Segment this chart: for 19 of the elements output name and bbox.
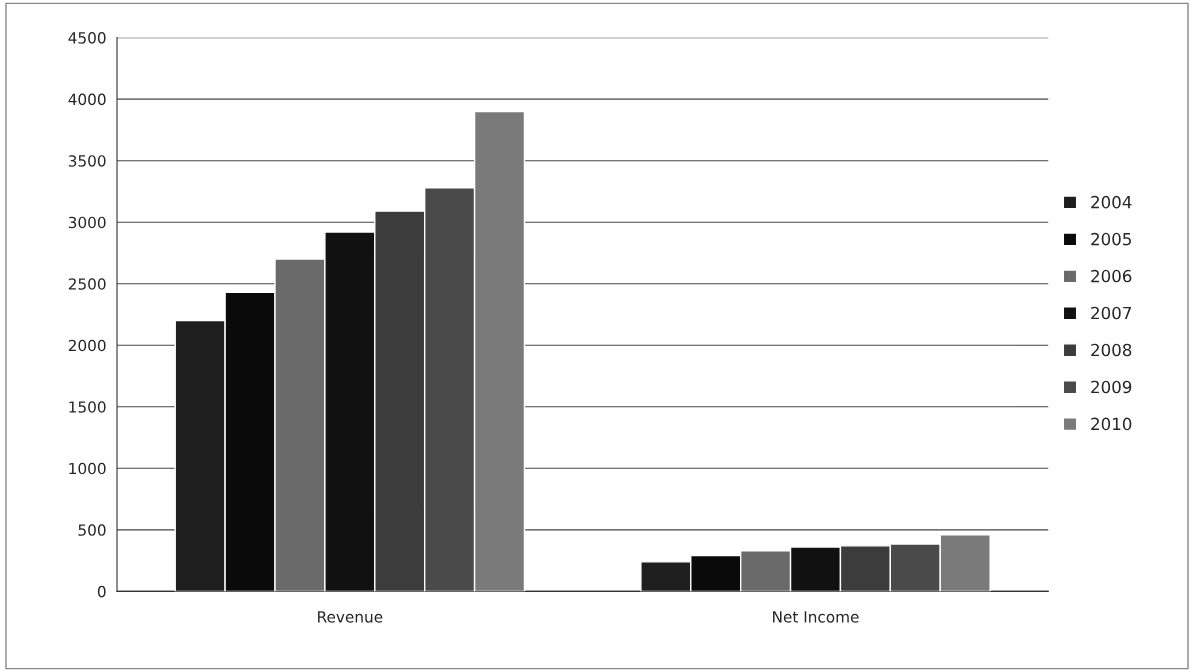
legend-label: 2009: [1091, 380, 1132, 394]
legend-label: 2008: [1091, 343, 1132, 357]
legend-label: 2007: [1091, 306, 1131, 320]
x-tick-label: Revenue: [318, 611, 383, 623]
legend-label: 2005: [1091, 232, 1131, 246]
y-tick-label: 500: [78, 524, 106, 536]
y-tick-label: 2500: [68, 278, 106, 290]
y-tick-label: 0: [97, 585, 106, 598]
y-tick-label: 2000: [68, 339, 106, 352]
y-tick-label: 3000: [68, 216, 106, 229]
legend-label: 2006: [1091, 269, 1132, 283]
y-tick-label: 1500: [69, 401, 106, 413]
x-tick-label: Net Income: [773, 611, 859, 623]
legend-label: 2010: [1091, 417, 1132, 431]
y-tick-label: 1000: [69, 462, 106, 475]
y-tick-label: 4500: [68, 32, 106, 44]
y-tick-label: 4000: [68, 93, 106, 106]
legend-label: 2004: [1091, 195, 1132, 209]
y-tick-label: 3500: [68, 155, 106, 167]
